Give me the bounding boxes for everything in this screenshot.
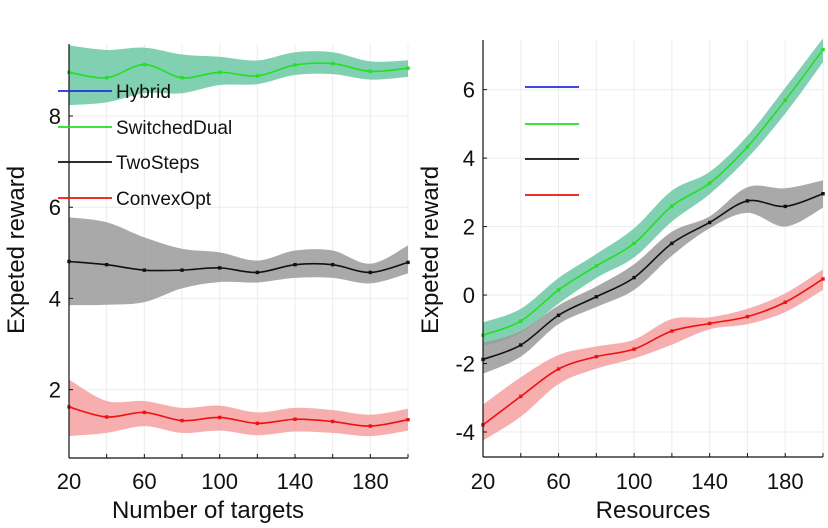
data-point xyxy=(217,415,222,420)
data-point xyxy=(180,76,184,80)
y-tick-label: 8 xyxy=(49,104,61,129)
x-tick-label: 180 xyxy=(767,469,804,494)
y-tick-label: -2 xyxy=(455,352,475,377)
data-point xyxy=(519,319,523,323)
y-tick-label: 4 xyxy=(49,286,61,311)
legend-label: ConvexOpt xyxy=(116,189,212,210)
data-point xyxy=(707,321,712,326)
data-point xyxy=(556,288,561,292)
data-point xyxy=(632,275,636,280)
data-point xyxy=(104,262,109,267)
data-point xyxy=(104,76,109,80)
x-tick-label: 100 xyxy=(201,469,238,494)
data-point xyxy=(519,394,523,399)
data-point xyxy=(556,367,561,371)
data-point xyxy=(821,192,825,196)
data-point xyxy=(519,343,523,347)
confidence-band-2 xyxy=(69,217,408,306)
data-point xyxy=(104,415,109,419)
series-line-3 xyxy=(482,278,824,426)
data-point xyxy=(368,270,373,275)
data-point xyxy=(594,264,599,268)
data-point xyxy=(330,262,335,267)
data-point xyxy=(255,270,260,275)
x-axis-label: Resources xyxy=(596,497,711,523)
series-line-1 xyxy=(68,62,409,79)
confidence-band-1 xyxy=(483,38,823,347)
data-point xyxy=(142,410,147,415)
data-point xyxy=(293,63,297,67)
data-point xyxy=(255,421,260,426)
data-point xyxy=(142,62,147,67)
data-point xyxy=(406,418,410,422)
x-tick-label: 20 xyxy=(471,469,495,494)
data-point xyxy=(783,98,787,102)
left-subplot: 2 4 6 8 20 60 100 140 180 Number of targets Expete… xyxy=(3,44,410,524)
confidence-band-2 xyxy=(483,180,823,374)
data-point xyxy=(255,74,260,78)
data-point xyxy=(368,424,373,428)
data-point xyxy=(632,347,636,351)
data-point xyxy=(330,61,335,66)
data-point xyxy=(783,204,787,209)
data-point xyxy=(670,241,674,246)
data-point xyxy=(594,295,599,299)
data-point xyxy=(293,417,297,421)
x-axis-label: Number of targets xyxy=(112,497,304,523)
y-tick-label: 0 xyxy=(463,283,475,308)
data-point xyxy=(180,268,184,272)
data-point xyxy=(330,419,335,424)
x-tick-label: 60 xyxy=(132,469,156,494)
data-point xyxy=(745,199,750,203)
right-subplot: -4 -2 0 2 4 6 20 60 100 140 180 Resources Expeted re… xyxy=(417,38,825,524)
data-point xyxy=(707,181,712,185)
data-point xyxy=(217,70,222,74)
series-line-3 xyxy=(68,406,409,427)
y-tick-label: 6 xyxy=(463,78,475,103)
y-tick-label: 4 xyxy=(463,146,475,171)
data-point xyxy=(821,47,825,52)
data-point xyxy=(293,262,297,267)
data-point xyxy=(745,145,750,149)
x-tick-label: 180 xyxy=(352,469,389,494)
data-point xyxy=(406,66,410,70)
legend-label: TwoSteps xyxy=(116,153,199,174)
x-tick-label: 140 xyxy=(277,469,314,494)
y-axis-label: Expeted reward xyxy=(3,166,30,334)
data-point xyxy=(142,268,147,272)
data-point xyxy=(594,354,599,359)
y-tick-label: -4 xyxy=(455,420,475,445)
legend-label: SwitchedDual xyxy=(116,118,232,139)
series-line-2 xyxy=(68,260,409,274)
y-tick-label: 2 xyxy=(463,215,475,240)
y-tick-label: 2 xyxy=(49,378,61,403)
data-point xyxy=(368,69,373,74)
confidence-band-3 xyxy=(483,269,823,441)
x-tick-label: 140 xyxy=(691,469,728,494)
data-point xyxy=(670,329,674,333)
data-point xyxy=(821,277,825,281)
x-tick-label: 60 xyxy=(546,469,570,494)
series-line-1 xyxy=(482,49,824,336)
data-point xyxy=(632,241,636,246)
confidence-band-3 xyxy=(69,379,408,437)
series-line-2 xyxy=(482,192,824,361)
x-tick-label: 100 xyxy=(616,469,653,494)
x-tick-label: 20 xyxy=(57,469,81,494)
data-point xyxy=(707,220,712,225)
y-tick-label: 6 xyxy=(49,195,61,220)
data-point xyxy=(783,300,787,304)
data-point xyxy=(670,204,674,208)
y-axis-label: Expeted reward xyxy=(417,166,444,334)
legend-label: Hybrid xyxy=(116,82,171,103)
data-point xyxy=(556,313,561,317)
data-point xyxy=(406,260,410,265)
data-point xyxy=(180,418,184,423)
data-point xyxy=(217,266,222,270)
data-point xyxy=(745,314,750,319)
